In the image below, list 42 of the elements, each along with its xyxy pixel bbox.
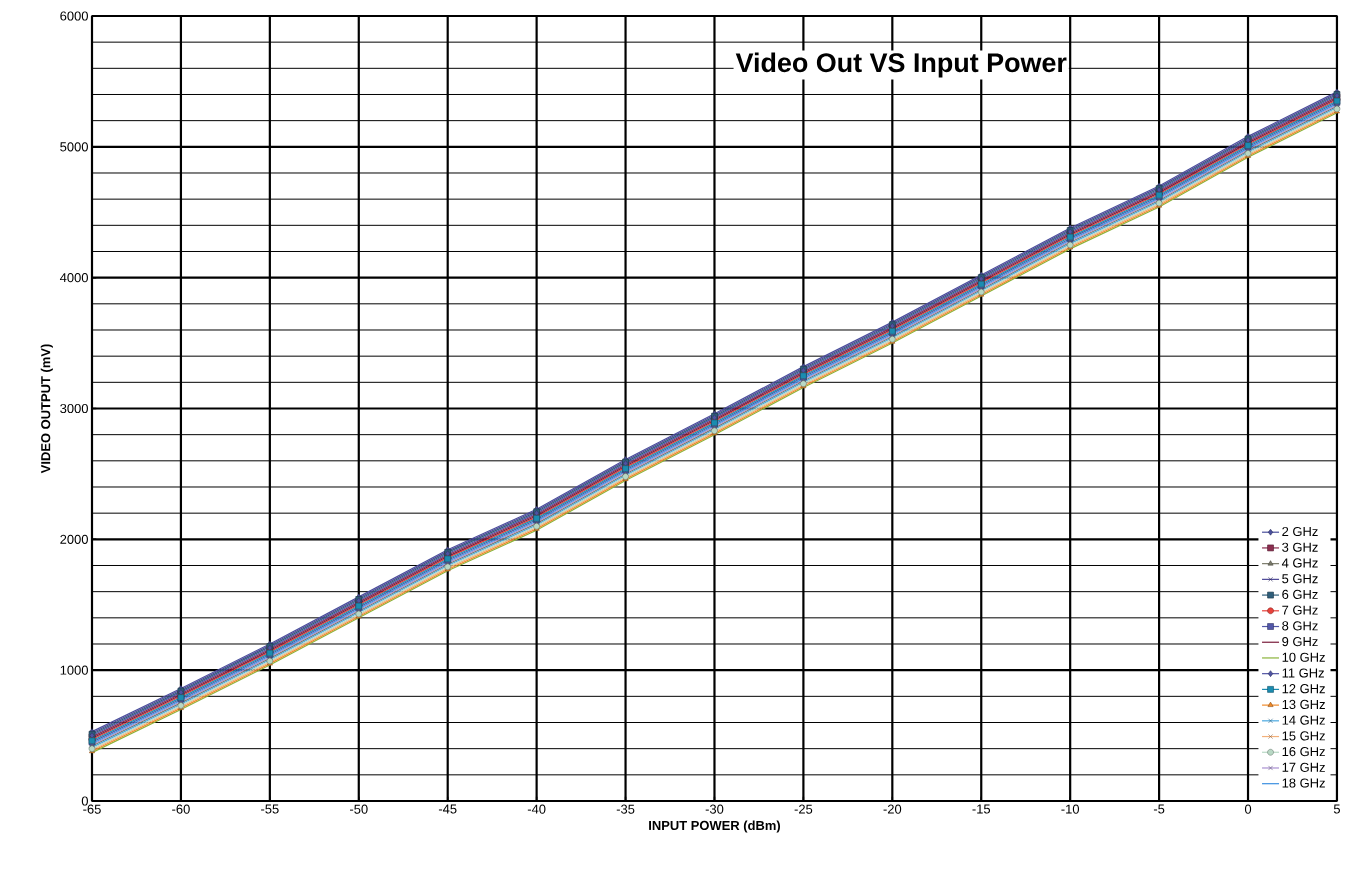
y-axis-title: VIDEO OUTPUT (mV) xyxy=(40,344,53,474)
y-tick-label: 5000 xyxy=(60,142,88,152)
x-axis-title: INPUT POWER (dBm) xyxy=(649,820,781,833)
x-tick-label: -35 xyxy=(616,804,635,814)
legend-label: 7 GHz xyxy=(1282,605,1318,615)
y-tick-label: 1000 xyxy=(60,665,88,675)
legend-label: 8 GHz xyxy=(1282,621,1318,631)
x-tick-label: -65 xyxy=(83,804,101,814)
legend-label: 9 GHz xyxy=(1282,636,1318,647)
legend-label: 16 GHz xyxy=(1282,746,1325,757)
x-tick-label: -60 xyxy=(172,804,190,814)
x-tick-label: -10 xyxy=(1061,804,1080,814)
legend-label: 10 GHz xyxy=(1282,652,1325,662)
y-tick-label: 0 xyxy=(81,796,88,806)
legend-label: 2 GHz xyxy=(1282,526,1318,537)
x-tick-label: 0 xyxy=(1244,804,1252,814)
legend-label: 14 GHz xyxy=(1282,715,1325,725)
legend-label: 17 GHz xyxy=(1282,762,1325,772)
legend-label: 18 GHz xyxy=(1282,778,1325,788)
x-tick-label: -45 xyxy=(438,804,457,814)
x-tick-label: -5 xyxy=(1153,804,1165,814)
legend-label: 12 GHz xyxy=(1282,684,1325,694)
legend-label: 6 GHz xyxy=(1282,589,1318,599)
legend-label: 5 GHz xyxy=(1282,574,1318,584)
text: Video Out VS Input Power xyxy=(735,52,1067,78)
x-tick-label: -20 xyxy=(883,804,902,814)
x-tick-label: -40 xyxy=(527,804,546,814)
y-tick-label: 6000 xyxy=(60,11,88,21)
y-tick-label: 3000 xyxy=(60,403,88,414)
x-tick-label: 5 xyxy=(1333,804,1341,814)
legend-label: 3 GHz xyxy=(1282,542,1318,552)
x-tick-label: -50 xyxy=(349,804,368,814)
legend-label: 13 GHz xyxy=(1282,699,1325,710)
x-tick-label: -30 xyxy=(705,804,724,814)
x-tick-label: -15 xyxy=(972,804,991,814)
x-tick-label: -55 xyxy=(261,804,279,814)
y-tick-label: 2000 xyxy=(60,534,88,544)
legend-label: 15 GHz xyxy=(1282,731,1325,741)
y-tick-label: 4000 xyxy=(59,273,88,283)
legend-label: 11 GHz xyxy=(1282,668,1324,678)
legend-label: 4 GHz xyxy=(1281,558,1318,568)
x-tick-label: -25 xyxy=(794,804,813,814)
